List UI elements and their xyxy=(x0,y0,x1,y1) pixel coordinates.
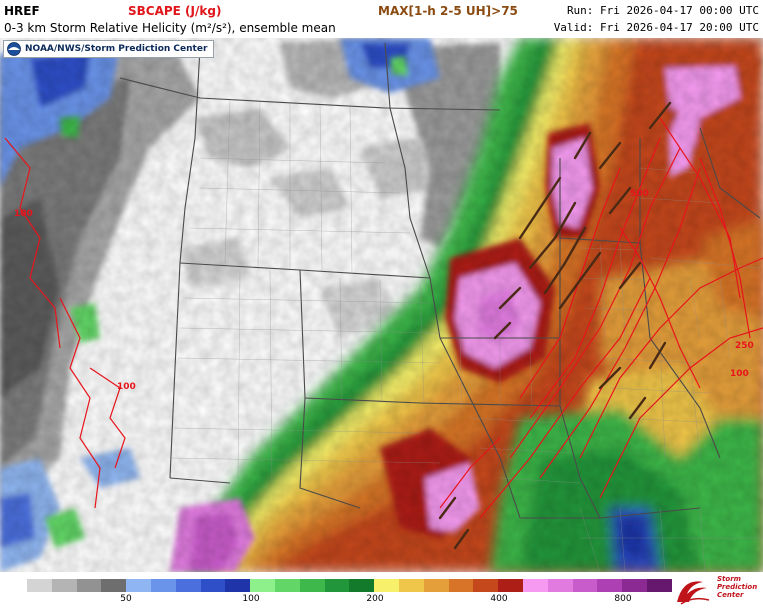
model-label: HREF xyxy=(4,4,40,18)
contour-label: 0-3 km Storm Relative Helicity (m²/s²), … xyxy=(4,21,336,35)
field-label: SBCAPE (J/kg) xyxy=(128,4,222,18)
srh-contours xyxy=(4,117,763,519)
legend-swatches xyxy=(27,579,672,592)
legend-swatch-12 xyxy=(324,579,350,592)
legend-swatch-25 xyxy=(646,579,672,592)
legend-tick-800: 800 xyxy=(614,594,632,604)
legend-swatch-20 xyxy=(522,579,548,592)
contour-label-3: 500 xyxy=(630,189,649,199)
spc-line-1: Storm xyxy=(717,575,741,583)
legend-tick-100: 100 xyxy=(242,594,260,604)
legend-swatch-3 xyxy=(101,579,127,592)
legend-swatch-5 xyxy=(150,579,176,592)
credit-text: NOAA/NWS/Storm Prediction Center xyxy=(25,44,208,54)
legend-swatch-7 xyxy=(200,579,226,592)
legend-tick-50: 50 xyxy=(120,594,132,604)
legend-swatch-14 xyxy=(374,579,399,592)
overlay-label: MAX[1-h 2-5 UH]>75 xyxy=(378,4,518,18)
contour-label-1: 100 xyxy=(14,209,33,219)
county-lines xyxy=(171,97,763,572)
contour-label-5: 100 xyxy=(730,369,749,379)
legend-swatch-19 xyxy=(498,579,523,592)
legend-swatch-18 xyxy=(473,579,499,592)
legend-swatch-4 xyxy=(126,579,151,592)
legend-swatch-15 xyxy=(398,579,424,592)
field-texture xyxy=(0,38,763,572)
legend-swatch-16 xyxy=(423,579,449,592)
legend-tick-400: 400 xyxy=(490,594,508,604)
spc-line-2: Prediction xyxy=(717,583,758,591)
legend-swatch-1 xyxy=(51,579,77,592)
legend-swatch-10 xyxy=(274,579,300,592)
legend-swatch-6 xyxy=(175,579,201,592)
noaa-logo-icon xyxy=(7,42,21,56)
legend-swatch-13 xyxy=(349,579,375,592)
spc-logo-text: Storm Prediction Center xyxy=(717,575,759,599)
spc-line-3: Center xyxy=(717,591,744,599)
legend-swatch-8 xyxy=(225,579,251,592)
legend-swatch-23 xyxy=(597,579,623,592)
contour-label-2: 100 xyxy=(117,382,136,392)
uh-swaths xyxy=(438,101,672,550)
run-time: Run: Fri 2026-04-17 00:00 UTC xyxy=(566,4,759,17)
legend-swatch-2 xyxy=(76,579,102,592)
spc-logo-icon xyxy=(677,581,710,605)
legend-swatch-17 xyxy=(448,579,474,592)
legend-tick-200: 200 xyxy=(366,594,384,604)
map-canvas: 100 100 500 250 100 xyxy=(0,38,763,572)
legend-swatch-22 xyxy=(572,579,598,592)
legend-swatch-11 xyxy=(299,579,325,592)
color-legend: 50 100 200 400 800 Storm Prediction Cent… xyxy=(0,572,763,608)
legend-swatch-24 xyxy=(622,579,647,592)
header: HREF SBCAPE (J/kg) MAX[1-h 2-5 UH]>75 0-… xyxy=(0,0,763,38)
legend-swatch-9 xyxy=(250,579,275,592)
valid-time: Valid: Fri 2026-04-17 20:00 UTC xyxy=(553,21,759,34)
legend-swatch-0 xyxy=(27,579,52,592)
contour-label-4: 250 xyxy=(735,341,754,351)
credit-banner: NOAA/NWS/Storm Prediction Center xyxy=(3,40,215,58)
legend-swatch-21 xyxy=(547,579,573,592)
forecast-map[interactable]: 100 100 500 250 100 xyxy=(0,38,763,572)
